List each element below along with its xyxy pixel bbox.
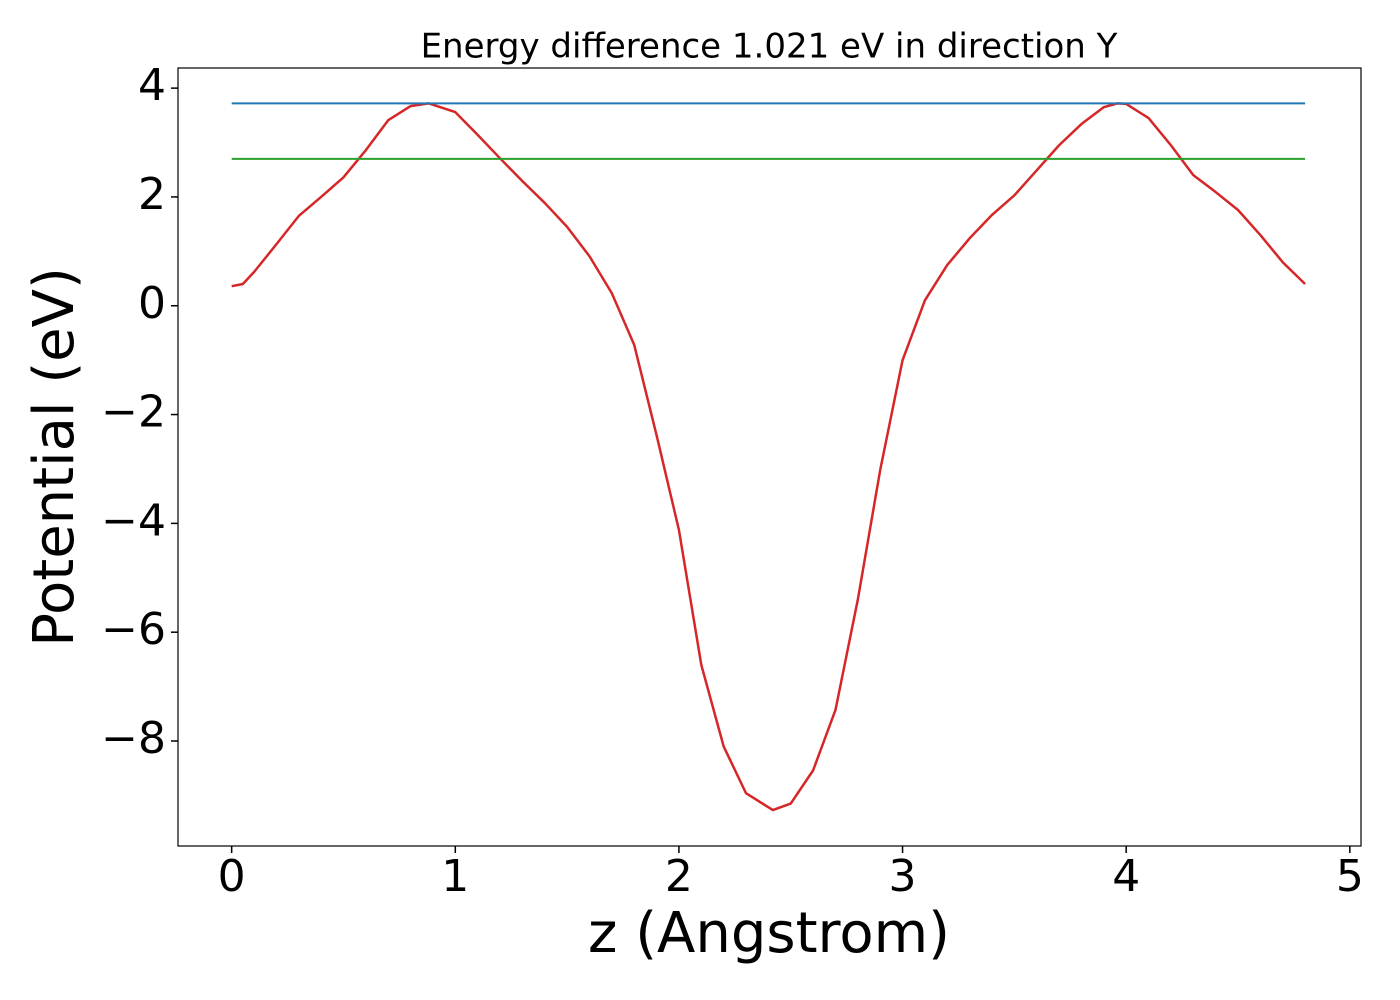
x-tick-label: 4 <box>1112 851 1140 902</box>
x-tick-label: 5 <box>1336 851 1364 902</box>
x-tick-label: 0 <box>218 851 246 902</box>
y-tick-label: −6 <box>101 604 166 655</box>
y-tick-label: 4 <box>138 60 166 111</box>
x-tick-label: 1 <box>441 851 469 902</box>
x-axis-label: z (Angstrom) <box>588 901 950 966</box>
y-tick-label: −4 <box>101 495 166 546</box>
y-tick-label: −8 <box>101 713 166 764</box>
y-tick-label: 2 <box>138 169 166 220</box>
plot-frame <box>177 67 1362 847</box>
x-tick-label: 2 <box>665 851 693 902</box>
y-tick-label: −2 <box>101 387 166 438</box>
y-tick-label: 0 <box>138 278 166 329</box>
x-tick-label: 3 <box>889 851 917 902</box>
y-axis-label: Potential (eV) <box>22 267 87 647</box>
chart-title: Energy difference 1.021 eV in direction … <box>421 27 1118 67</box>
